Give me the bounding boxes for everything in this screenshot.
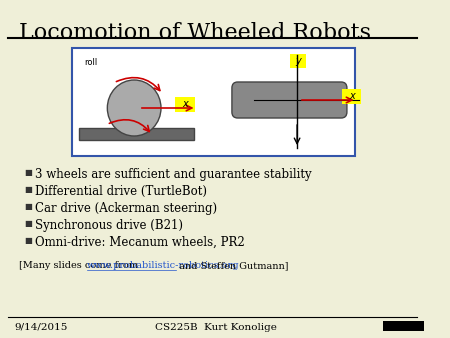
- Text: Omni-drive: Mecanum wheels, PR2: Omni-drive: Mecanum wheels, PR2: [36, 236, 245, 249]
- Text: ■: ■: [24, 185, 32, 194]
- Text: ■: ■: [24, 202, 32, 211]
- Text: CS225B  Kurt Konolige: CS225B Kurt Konolige: [155, 323, 277, 332]
- Text: Differential drive (TurtleBot): Differential drive (TurtleBot): [36, 185, 207, 198]
- Text: x: x: [349, 91, 355, 101]
- FancyBboxPatch shape: [79, 128, 194, 140]
- Text: Synchronous drive (B21): Synchronous drive (B21): [36, 219, 184, 232]
- FancyBboxPatch shape: [72, 48, 355, 156]
- Text: Locomotion of Wheeled Robots: Locomotion of Wheeled Robots: [19, 22, 371, 44]
- Text: ■: ■: [24, 168, 32, 177]
- FancyBboxPatch shape: [290, 54, 306, 68]
- FancyBboxPatch shape: [176, 97, 194, 112]
- Circle shape: [108, 80, 161, 136]
- Text: 9/14/2015: 9/14/2015: [14, 323, 68, 332]
- FancyBboxPatch shape: [342, 89, 361, 104]
- Text: www.probabilistic-robotics.org: www.probabilistic-robotics.org: [87, 261, 240, 270]
- FancyBboxPatch shape: [232, 82, 347, 118]
- Text: y: y: [295, 56, 301, 66]
- Text: 3 wheels are sufficient and guarantee stability: 3 wheels are sufficient and guarantee st…: [36, 168, 312, 181]
- Text: x: x: [182, 99, 188, 109]
- Text: Car drive (Ackerman steering): Car drive (Ackerman steering): [36, 202, 218, 215]
- Text: ■: ■: [24, 236, 32, 245]
- Text: [Many slides come from: [Many slides come from: [19, 261, 141, 270]
- Text: and Steffen Gutmann]: and Steffen Gutmann]: [176, 261, 288, 270]
- FancyBboxPatch shape: [383, 321, 423, 331]
- Text: ■: ■: [24, 219, 32, 228]
- Text: roll: roll: [84, 58, 98, 67]
